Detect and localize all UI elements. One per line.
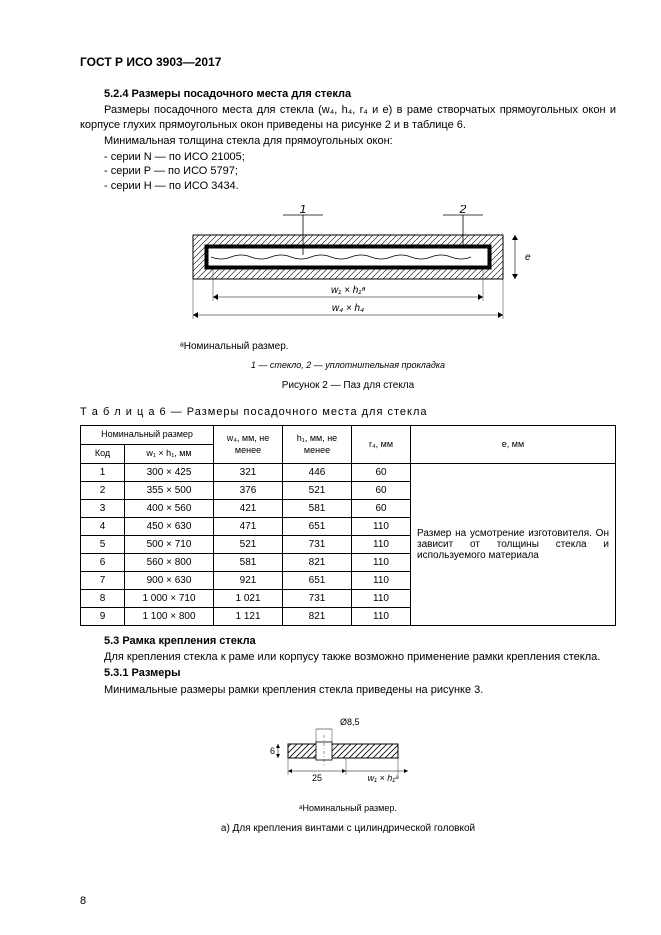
figure-3-caption: a) Для крепления винтами с цилиндрическо…	[80, 823, 616, 834]
figure-2-footnote: ᵃНоминальный размер.	[80, 341, 616, 352]
svg-text:Ø8,5: Ø8,5	[340, 717, 360, 727]
section-531-title: 5.3.1 Размеры	[80, 666, 616, 680]
svg-text:25: 25	[312, 773, 322, 783]
svg-text:1: 1	[300, 205, 307, 216]
table-merged-note: Размер на усмотрение изготовителя. Он за…	[411, 463, 616, 625]
th-r4: r₄, мм	[352, 426, 411, 463]
para-53-1: Для крепления стекла к раме или корпусу …	[80, 650, 616, 664]
list-item: - серии P — по ИСО 5797;	[80, 164, 616, 178]
svg-text:w₁ × h₁ᵃ: w₁ × h₁ᵃ	[368, 773, 399, 783]
section-524-title: 5.2.4 Размеры посадочного места для стек…	[80, 87, 616, 101]
svg-text:e: e	[525, 252, 531, 263]
table-6: Номинальный размер w₄, мм, не менее h₁, …	[80, 425, 616, 625]
section-53-title: 5.3 Рамка крепления стекла	[80, 634, 616, 648]
para-524-2: Минимальная толщина стекла для прямоугол…	[80, 134, 616, 148]
figure-3-footnote: ᵃНоминальный размер.	[80, 803, 616, 813]
th-wh: w₁ × h₁, мм	[125, 445, 214, 464]
th-h1: h₁, мм, не менее	[283, 426, 352, 463]
figure-3-svg: Ø8,5 6 25 w₁ × h₁ᵃ	[248, 709, 448, 799]
th-e: e, мм	[411, 426, 616, 463]
svg-text:w₄ × h₄: w₄ × h₄	[332, 303, 364, 314]
svg-text:2: 2	[459, 205, 467, 216]
figure-2-svg: 1 2 e w₁ × h₁ᵃ w₄ × h₄	[163, 205, 533, 335]
th-kod: Код	[81, 445, 125, 464]
document-id: ГОСТ Р ИСО 3903—2017	[80, 55, 616, 69]
th-nominal: Номинальный размер	[81, 426, 214, 445]
figure-2: 1 2 e w₁ × h₁ᵃ w₄ × h₄ ᵃНоминальны	[80, 205, 616, 391]
page-number: 8	[80, 895, 86, 907]
para-524-1: Размеры посадочного места для стекла (w₄…	[80, 103, 616, 132]
table-6-title: Т а б л и ц а 6 — Размеры посадочного ме…	[80, 405, 616, 419]
list-item: - серии N — по ИСО 21005;	[80, 150, 616, 164]
th-w4: w₄, мм, не менее	[214, 426, 283, 463]
figure-2-legend: 1 — стекло, 2 — уплотнительная прокладка	[80, 360, 616, 370]
svg-text:6: 6	[270, 746, 275, 756]
list-item: - серии H — по ИСО 3434.	[80, 179, 616, 193]
figure-2-caption: Рисунок 2 — Паз для стекла	[80, 380, 616, 391]
svg-text:w₁ × h₁ᵃ: w₁ × h₁ᵃ	[331, 285, 365, 296]
figure-3: Ø8,5 6 25 w₁ × h₁ᵃ ᵃНоминальный размер. …	[80, 709, 616, 834]
para-531-1: Минимальные размеры рамки крепления стек…	[80, 683, 616, 697]
table-row: 1300 × 42532144660Размер на усмотрение и…	[81, 463, 616, 481]
